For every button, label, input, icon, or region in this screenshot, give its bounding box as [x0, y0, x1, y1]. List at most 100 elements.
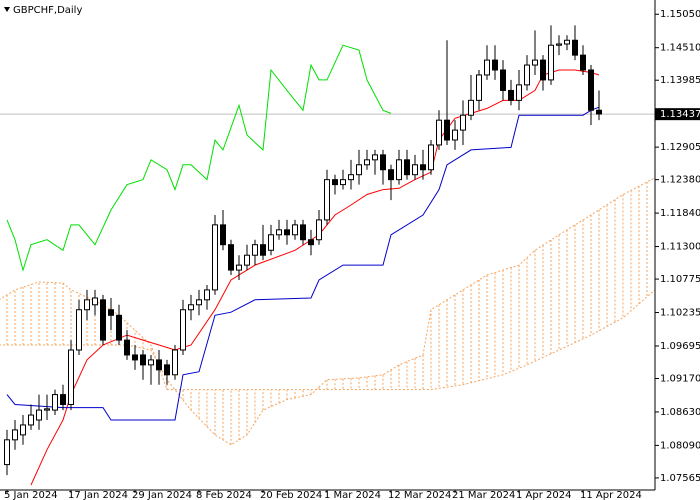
candle-body [196, 299, 202, 306]
candle-body [564, 39, 570, 45]
y-tick-label: 1.07565 [660, 473, 700, 484]
candle-body [252, 244, 258, 256]
candle-body [436, 119, 442, 146]
y-tick-label: 1.08630 [660, 407, 700, 418]
candle-body [404, 159, 410, 176]
y-tick-label: 1.14510 [660, 43, 700, 54]
candle-body [428, 144, 434, 171]
candle-body [412, 164, 418, 176]
candle-body [380, 154, 386, 171]
candle-body [460, 114, 466, 131]
candle-body [212, 224, 218, 291]
plot-area [0, 25, 655, 486]
candle-body [36, 409, 42, 421]
candle-body [180, 309, 186, 351]
candle-body [580, 54, 586, 71]
candle-body [388, 169, 394, 181]
candle-body [44, 408, 50, 411]
x-tick-label: 1 Apr 2024 [516, 490, 571, 500]
candle-body [348, 174, 354, 181]
title-arrow [4, 7, 10, 12]
candle-body [340, 179, 346, 186]
candle-body [468, 99, 474, 116]
candle-body [132, 354, 138, 361]
cloud-span [0, 177, 655, 446]
indicator-line [6, 44, 392, 272]
y-tick-label: 1.13985 [660, 75, 700, 86]
candle-body [500, 69, 506, 91]
candle-body [52, 394, 58, 411]
candle-body [308, 239, 314, 246]
last-price-box [655, 108, 700, 121]
candle-body [124, 339, 130, 356]
y-tick-label: 1.12905 [660, 142, 700, 153]
candle-body [108, 309, 114, 316]
chart-title: GBPCHF,Daily [13, 5, 82, 16]
y-tick-label: 1.15050 [660, 9, 700, 20]
y-tick-label: 1.11840 [660, 208, 700, 219]
x-tick-label: 20 Feb 2024 [260, 490, 322, 500]
candle-body [332, 179, 338, 186]
candle-body [188, 304, 194, 311]
candle-body [300, 224, 306, 241]
x-tick-label: 17 Jan 2024 [68, 490, 128, 500]
candle-body [140, 354, 146, 366]
x-tick-label: 1 Mar 2024 [324, 490, 381, 500]
last-price-label: 1.13437 [660, 109, 700, 120]
candle-body [220, 224, 226, 246]
y-tick-label: 1.10775 [660, 274, 700, 285]
candle-body [60, 394, 66, 406]
candle-body [164, 364, 170, 376]
candle-body [236, 264, 242, 271]
y-tick-label: 1.09695 [660, 341, 700, 352]
candle-body [204, 289, 210, 301]
candle-body [116, 314, 122, 341]
candle-body [84, 299, 90, 311]
candle-body [532, 59, 538, 66]
x-tick-label: 21 Mar 2024 [452, 490, 515, 500]
indicator-line [6, 106, 600, 421]
candle-body [324, 179, 330, 221]
x-tick-label: 29 Jan 2024 [132, 490, 192, 500]
cloud-span [0, 281, 655, 391]
candle-body [372, 154, 378, 161]
candle-body [548, 44, 554, 81]
candle-body [292, 224, 298, 236]
candle-body [484, 59, 490, 76]
candle-body [556, 43, 562, 46]
candle-body [228, 244, 234, 271]
candle-body [572, 39, 578, 56]
x-tick-label: 11 Apr 2024 [580, 490, 642, 500]
candle-body [420, 164, 426, 171]
candle-body [516, 84, 522, 101]
candle-body [12, 429, 18, 441]
candle-body [156, 359, 162, 371]
candle-body [20, 424, 26, 436]
candle-body [28, 414, 34, 426]
candle-body [68, 349, 74, 406]
candle-body [396, 159, 402, 181]
x-tick-label: 8 Feb 2024 [196, 490, 252, 500]
candle-body [508, 89, 514, 101]
candle-body [76, 309, 82, 351]
candle-body [148, 359, 154, 366]
candle-body [268, 234, 274, 251]
candle-body [452, 129, 458, 141]
candle-body [476, 74, 482, 101]
x-tick-label: 12 Mar 2024 [388, 490, 451, 500]
candle-body [596, 109, 602, 115]
candle-body [276, 229, 282, 236]
y-tick-label: 1.12380 [660, 175, 700, 186]
candle-body [444, 119, 450, 141]
candle-body [588, 69, 594, 111]
candle-body [172, 349, 178, 376]
candle-body [540, 59, 546, 81]
candle-body [316, 219, 322, 241]
y-tick-label: 1.10235 [660, 308, 700, 319]
candle-body [92, 297, 98, 306]
candle-body [356, 164, 362, 176]
candle-body [524, 64, 530, 86]
candle-body [260, 244, 266, 256]
x-tick-label: 5 Jan 2024 [4, 490, 58, 500]
